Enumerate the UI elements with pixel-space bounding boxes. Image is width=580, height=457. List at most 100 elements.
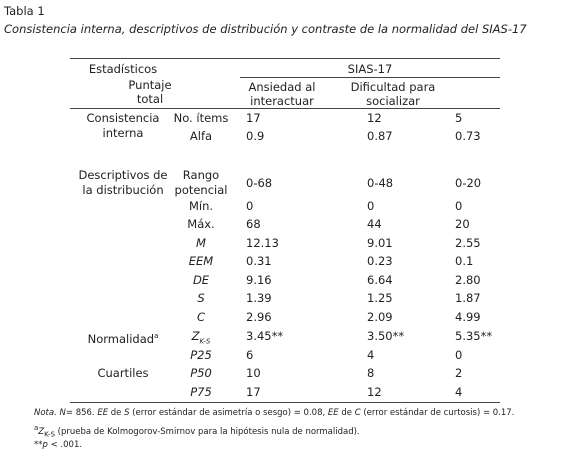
group-header: SIAS-17	[347, 62, 393, 76]
note-text: S	[124, 408, 130, 418]
cell-value: 0.9	[246, 129, 265, 143]
note: **p < .001.	[34, 440, 82, 450]
top-rule	[70, 58, 500, 59]
stat-label: ZK-S	[166, 329, 236, 349]
cell-value: 2.80	[455, 273, 481, 287]
cell-value: 0.87	[367, 129, 393, 143]
cell-value: 6	[246, 348, 254, 362]
stat-text: Alfa	[189, 129, 213, 143]
cell-value: 0.1	[455, 254, 474, 268]
stat-text: Rango potencial	[174, 168, 228, 197]
stat-label: P50	[166, 366, 236, 381]
note-text: C	[354, 408, 361, 418]
stat-label: EEM	[166, 254, 236, 269]
cell-value: 68	[246, 217, 261, 231]
stat-text: M	[196, 236, 206, 250]
stat-text: P25	[190, 348, 212, 362]
cell-value: 2.09	[367, 310, 393, 324]
note-text: Nota.	[34, 408, 57, 418]
stat-label: DE	[166, 273, 236, 288]
cell-value: 0.31	[246, 254, 272, 268]
stat-label: Rango potencial	[166, 168, 236, 198]
stat-text: Mín.	[188, 199, 214, 213]
note-text: (prueba de Kolmogorov-Smirnov para la hi…	[54, 426, 360, 437]
header-rule	[70, 108, 500, 109]
stat-label: Mín.	[166, 199, 236, 214]
stat-label: Máx.	[166, 217, 236, 232]
note-text: Z	[38, 426, 45, 437]
note-text: EE	[327, 408, 339, 418]
row-group-label: Descriptivos de la distribución	[78, 168, 168, 197]
cell-value: 0	[455, 348, 463, 362]
cell-value: 0.73	[455, 129, 481, 143]
note-text: = 856.	[65, 408, 98, 418]
cell-value: 17	[246, 111, 261, 125]
stat-label: P75	[166, 385, 236, 400]
cell-value: 2.55	[455, 236, 481, 250]
cell-value: 1.39	[246, 291, 272, 305]
note: Nota. N= 856. EE de S (error estándar de…	[34, 408, 514, 418]
cell-value: 0	[246, 199, 254, 213]
note-text: N	[56, 408, 66, 418]
stub-header-2: Puntaje total	[128, 78, 172, 106]
note-text: p	[42, 440, 48, 450]
note: aZK-S (prueba de Kolmogorov-Smirnov para…	[34, 424, 360, 439]
stat-text: P75	[190, 385, 212, 399]
cell-value: 4.99	[455, 310, 481, 324]
row-group-label: Cuartiles	[97, 366, 149, 380]
bottom-rule	[70, 402, 500, 403]
cell-value: 5.35**	[455, 329, 493, 343]
cell-value: 12	[367, 111, 382, 125]
stat-text: EEM	[188, 254, 214, 268]
cell-value: 3.45**	[246, 329, 284, 343]
table-label: Tabla 1	[4, 4, 45, 18]
stat-label: Alfa	[166, 129, 236, 144]
cell-value: 0-20	[455, 176, 482, 190]
row-group: Consistencia interna	[73, 111, 173, 141]
note-text: K-S	[44, 430, 55, 439]
cell-value: 1.25	[367, 291, 393, 305]
stat-label: M	[166, 236, 236, 251]
cell-value: 6.64	[367, 273, 393, 287]
cell-value: 12.13	[246, 236, 279, 250]
note-text: de	[338, 408, 355, 418]
cell-value: 10	[246, 366, 261, 380]
cell-value: 0	[367, 199, 375, 213]
cell-value: 9.16	[246, 273, 272, 287]
stat-text: P50	[190, 366, 212, 380]
stat-subscript: K-S	[199, 337, 211, 346]
row-group: Cuartiles	[73, 366, 173, 381]
cell-value: 8	[367, 366, 375, 380]
cell-value: 0	[455, 199, 463, 213]
stat-label: No. ítems	[166, 111, 236, 126]
row-group-mark: a	[154, 332, 159, 340]
column-header: Ansiedad al interactuar	[248, 80, 316, 108]
cell-value: 0.23	[367, 254, 393, 268]
cell-value: 44	[367, 217, 382, 231]
stat-label: P25	[166, 348, 236, 363]
note-text: EE	[97, 408, 109, 418]
cell-value: 1.87	[455, 291, 481, 305]
cell-value: 17	[246, 385, 261, 399]
cell-value: 0-48	[367, 176, 394, 190]
cell-value: 0-68	[246, 176, 273, 190]
note-text: (error estándar de curtosis) = 0.17.	[360, 408, 515, 418]
cell-value: 20	[455, 217, 470, 231]
cell-value: 9.01	[367, 236, 393, 250]
stat-text: No. ítems	[173, 111, 229, 125]
cell-value: 4	[455, 385, 463, 399]
note-text: < .001.	[47, 440, 83, 450]
row-group-label: Consistencia interna	[86, 111, 160, 140]
row-group: Normalidada	[73, 329, 173, 347]
note-text: de	[108, 408, 125, 418]
stat-text: Máx.	[187, 217, 215, 231]
note-text: **	[34, 440, 43, 450]
cell-value: 2	[455, 366, 463, 380]
table-title: Consistencia interna, descriptivos de di…	[4, 22, 527, 36]
stat-label: C	[166, 310, 236, 325]
row-group-label: Normalidad	[87, 331, 155, 346]
cell-value: 3.50**	[367, 329, 405, 343]
note-text: a	[34, 424, 39, 432]
stat-label: S	[166, 291, 236, 306]
